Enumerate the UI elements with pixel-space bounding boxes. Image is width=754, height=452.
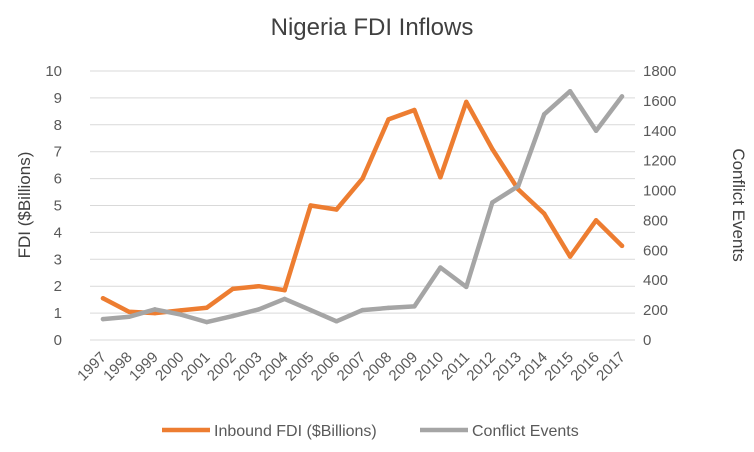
conflict-data-point <box>256 307 261 312</box>
conflict-data-point <box>386 305 391 311</box>
conflict-data-point <box>178 312 184 317</box>
conflict-data-point <box>541 112 547 117</box>
right-tick-label: 1400 <box>643 123 676 140</box>
right-tick-label: 400 <box>643 272 668 289</box>
fdi-data-point <box>308 203 313 208</box>
fdi-data-point <box>541 211 547 216</box>
x-axis-ticks: 1997199819992000200120022003200420052006… <box>74 349 629 385</box>
conflict-data-point <box>619 94 625 99</box>
x-tick-label: 2000 <box>152 349 188 385</box>
conflict-data-point <box>412 304 417 309</box>
conflict-data-point <box>593 128 599 133</box>
left-tick-label: 2 <box>54 278 62 295</box>
x-tick-label: 2005 <box>282 349 318 385</box>
conflict-data-point <box>490 200 495 205</box>
x-tick-label: 2014 <box>515 349 551 385</box>
y2-axis-title: Conflict Events <box>729 148 748 261</box>
fdi-data-point <box>567 254 573 259</box>
x-tick-label: 2001 <box>178 349 214 385</box>
x-tick-label: 2017 <box>593 349 629 385</box>
conflict-data-point <box>360 307 365 313</box>
x-tick-label: 2013 <box>489 349 525 385</box>
right-tick-label: 1200 <box>643 153 676 170</box>
conflict-data-point <box>152 307 158 312</box>
conflict-data-point <box>282 296 287 302</box>
x-tick-label: 2009 <box>386 349 422 385</box>
left-tick-label: 8 <box>54 117 62 134</box>
conflict-data-point <box>464 284 469 290</box>
x-tick-label: 2004 <box>256 349 292 385</box>
left-tick-label: 10 <box>45 63 62 80</box>
fdi-data-point <box>619 243 625 249</box>
conflict-data-point <box>230 313 235 319</box>
right-tick-label: 800 <box>643 212 668 229</box>
fdi-data-point <box>593 218 599 223</box>
left-tick-label: 9 <box>54 90 62 107</box>
conflict-data-point <box>438 265 443 270</box>
x-tick-label: 1997 <box>74 349 110 385</box>
x-tick-label: 1998 <box>100 349 136 385</box>
fdi-data-point <box>334 207 339 212</box>
fdi-data-point <box>438 175 443 180</box>
fdi-series-line <box>100 99 625 316</box>
fdi-data-point <box>360 176 365 181</box>
right-axis-ticks: 0 200 400 600 800 1000 1200 1400 1600 1800 <box>643 63 676 349</box>
fdi-data-point <box>256 284 261 289</box>
left-tick-label: 0 <box>54 332 62 349</box>
left-tick-label: 5 <box>54 198 62 215</box>
right-tick-label: 0 <box>643 332 651 349</box>
left-axis-ticks: 0 1 2 3 4 5 6 7 8 9 10 <box>45 63 62 349</box>
series-lines <box>100 88 625 325</box>
legend-label-fdi: Inbound FDI ($Billions) <box>214 423 377 440</box>
fdi-data-point <box>412 107 417 113</box>
fdi-data-point <box>386 117 391 122</box>
chart-title: Nigeria FDI Inflows <box>271 14 474 41</box>
x-tick-label: 2008 <box>360 349 396 385</box>
fdi-data-point <box>464 99 469 105</box>
left-tick-label: 1 <box>54 305 62 322</box>
x-tick-label: 1999 <box>126 349 162 385</box>
fdi-data-point <box>126 309 132 314</box>
fdi-data-point <box>230 286 235 292</box>
gridlines <box>90 70 635 341</box>
left-tick-label: 3 <box>54 251 62 268</box>
fdi-data-point <box>490 146 495 152</box>
conflict-data-point <box>567 88 573 94</box>
conflict-data-point <box>334 319 339 324</box>
x-tick-label: 2006 <box>308 349 344 385</box>
conflict-data-point <box>204 319 209 325</box>
right-tick-label: 1800 <box>643 63 676 80</box>
legend: Inbound FDI ($Billions) Conflict Events <box>162 423 579 440</box>
fdi-data-point <box>282 288 287 293</box>
conflict-data-point <box>126 314 132 320</box>
x-tick-label: 2015 <box>541 349 577 385</box>
conflict-series-line <box>100 88 625 325</box>
left-tick-label: 7 <box>54 144 62 161</box>
x-tick-label: 2011 <box>438 349 473 384</box>
conflict-data-point <box>308 307 313 313</box>
x-tick-label: 2003 <box>230 349 266 385</box>
left-tick-label: 4 <box>54 224 62 241</box>
right-tick-label: 200 <box>643 302 668 319</box>
x-tick-label: 2012 <box>463 349 499 385</box>
x-tick-label: 2007 <box>334 349 370 385</box>
x-tick-label: 2002 <box>204 349 240 385</box>
conflict-data-point <box>516 183 521 189</box>
right-tick-label: 1000 <box>643 183 676 200</box>
y-axis-title: FDI ($Billions) <box>15 152 34 259</box>
fdi-data-point <box>178 308 184 313</box>
x-tick-label: 2010 <box>412 349 448 385</box>
conflict-data-point <box>100 316 106 322</box>
left-tick-label: 6 <box>54 171 62 188</box>
legend-label-conflict: Conflict Events <box>472 423 579 440</box>
right-tick-label: 600 <box>643 242 668 259</box>
x-tick-label: 2016 <box>567 349 603 385</box>
fdi-data-point <box>204 305 209 310</box>
fdi-data-point <box>100 296 106 301</box>
right-tick-label: 1600 <box>643 93 676 110</box>
